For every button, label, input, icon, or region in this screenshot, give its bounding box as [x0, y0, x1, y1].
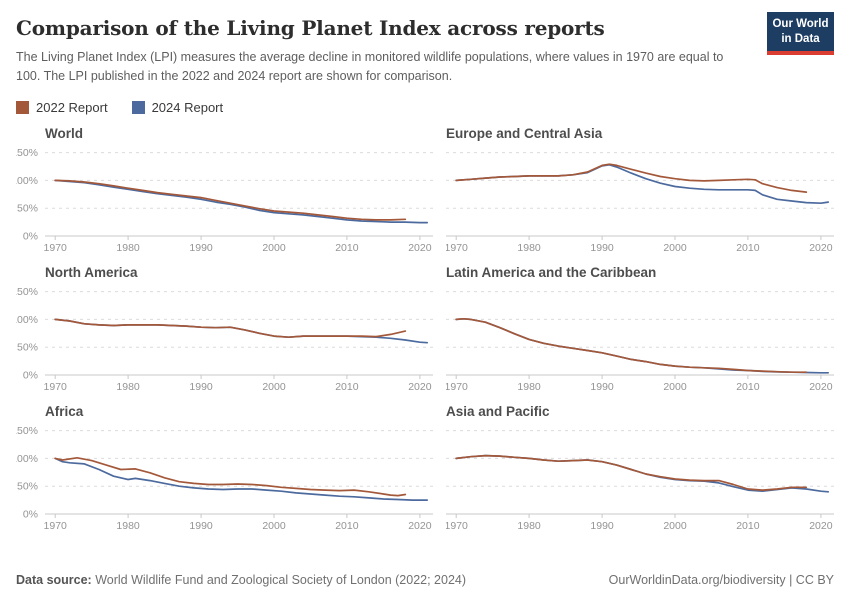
series-line-2022-report	[455, 317, 808, 373]
y-axis-label: 100%	[16, 175, 38, 187]
legend-item-2022: 2022 Report	[16, 100, 108, 115]
y-axis-label: 50%	[17, 202, 38, 214]
x-axis-label: 1980	[116, 242, 140, 254]
x-axis-label: 2010	[736, 520, 760, 532]
series-line-2024-report	[455, 317, 830, 374]
legend: 2022 Report 2024 Report	[16, 100, 834, 115]
x-axis-label: 2010	[736, 242, 760, 254]
x-axis-label: 1980	[116, 520, 140, 532]
x-axis-label: 2000	[663, 381, 687, 393]
y-axis-label: 100%	[16, 453, 38, 465]
x-axis-label: 2020	[809, 381, 833, 393]
legend-item-2024: 2024 Report	[131, 99, 224, 115]
x-axis-label: 2000	[262, 381, 286, 393]
legend-label-2024: 2024 Report	[151, 99, 224, 115]
y-axis-label: 50%	[17, 341, 38, 353]
series-line-2024-report	[455, 163, 830, 204]
x-axis-label: 2010	[335, 520, 359, 532]
x-axis-label: 1990	[189, 242, 213, 254]
x-axis-label: 1990	[189, 381, 213, 393]
chart-title-north-america: North America	[45, 264, 138, 280]
x-axis-label: 2010	[335, 381, 359, 393]
y-axis-label: 50%	[17, 480, 38, 492]
x-axis-label: 1990	[590, 520, 614, 532]
data-source-text: World Wildlife Fund and Zoological Socie…	[91, 573, 467, 587]
x-axis-label: 2020	[408, 381, 432, 393]
x-axis-label: 1970	[44, 520, 68, 532]
legend-swatch-2024	[131, 100, 145, 114]
chart-subtitle: The Living Planet Index (LPI) measures t…	[16, 50, 724, 84]
series-line-2024-report	[54, 457, 429, 501]
charts-grid: World 0% 50% 100% 150% 1970 1980 1990 2000 2010 2…	[16, 126, 834, 534]
x-axis-label: 1990	[590, 242, 614, 254]
footer-link[interactable]: OurWorldinData.org/biodiversity | CC BY	[608, 573, 834, 587]
x-axis-label: 2000	[663, 520, 687, 532]
y-axis-label: 150%	[16, 286, 38, 298]
x-axis-label: 1980	[116, 381, 140, 393]
series-line-2022-report	[54, 456, 407, 497]
chart-north-america: North America 0% 50% 100% 150% 1970 1980 1990 2…	[16, 265, 433, 395]
x-axis-label: 1970	[44, 242, 68, 254]
x-axis-label: 1980	[517, 242, 541, 254]
chart-title-europe-central-asia: Europe and Central Asia	[446, 125, 603, 141]
chart-canvas-africa: 0% 50% 100% 150% 1970 1980 1990 2000 2010 2020	[16, 425, 433, 532]
owid-logo[interactable]: Our World in Data	[767, 12, 834, 55]
x-axis-label: 1980	[517, 381, 541, 393]
page-title: Comparison of the Living Planet Index ac…	[16, 16, 605, 40]
chart-title-latin-america-caribbean: Latin America and the Caribbean	[446, 264, 657, 280]
chart-asia-pacific: Asia and Pacific 1970 1980 1990 2000 2010 202…	[446, 404, 834, 534]
x-axis-label: 2000	[262, 520, 286, 532]
x-axis-label: 1970	[446, 520, 468, 532]
chart-title-world: World	[45, 125, 83, 141]
series-line-2022-report	[54, 318, 407, 338]
chart-world: World 0% 50% 100% 150% 1970 1980 1990 2000 2010 2…	[16, 126, 433, 256]
y-axis-label: 0%	[23, 508, 38, 520]
series-line-2024-report	[54, 318, 429, 344]
y-axis-label: 150%	[16, 425, 38, 437]
chart-title-africa: Africa	[45, 403, 84, 419]
chart-canvas-asia-pacific: 1970 1980 1990 2000 2010 2020	[446, 429, 834, 532]
x-axis-label: 2020	[809, 520, 833, 532]
x-axis-label: 1990	[590, 381, 614, 393]
data-source-label: Data source:	[16, 573, 92, 587]
x-axis-label: 2020	[408, 242, 432, 254]
owid-logo-line1: Our World	[772, 18, 829, 30]
x-axis-label: 2010	[736, 381, 760, 393]
legend-swatch-2022	[16, 100, 29, 114]
data-source: Data source: World Wildlife Fund and Zoo…	[16, 573, 466, 587]
chart-latin-america-caribbean: Latin America and the Caribbean 1970 1980…	[446, 265, 834, 395]
x-axis-label: 1970	[446, 242, 468, 254]
x-axis-label: 2000	[262, 242, 286, 254]
y-axis-label: 0%	[23, 369, 38, 381]
y-axis-label: 0%	[23, 230, 38, 242]
x-axis-label: 1970	[44, 381, 68, 393]
legend-label-2022: 2022 Report	[36, 99, 108, 115]
owid-logo-line2: in Data	[781, 32, 820, 45]
x-axis-label: 2020	[809, 242, 833, 254]
chart-europe-central-asia: Europe and Central Asia 1970 1980 1990 2000…	[446, 126, 834, 256]
y-axis-label: 100%	[16, 314, 38, 326]
x-axis-label: 1970	[446, 381, 468, 393]
page: Our World in Data Comparison of the Livi…	[16, 12, 834, 534]
x-axis-label: 2020	[408, 520, 432, 532]
footer: Data source: World Wildlife Fund and Zoo…	[16, 573, 834, 587]
chart-title-asia-pacific: Asia and Pacific	[446, 403, 550, 419]
series-line-2024-report	[54, 179, 429, 224]
series-line-2022-report	[455, 454, 808, 491]
x-axis-label: 1980	[517, 520, 541, 532]
x-axis-label: 2000	[663, 242, 687, 254]
chart-africa: Africa 0% 50% 100% 150% 1970 1980 1990 2000 2010…	[16, 404, 433, 534]
series-line-2022-report	[54, 179, 407, 221]
chart-canvas-europe-central-asia: 1970 1980 1990 2000 2010 2020	[446, 151, 834, 254]
chart-canvas-latin-america-caribbean: 1970 1980 1990 2000 2010 2020	[446, 290, 834, 393]
series-line-2022-report	[455, 163, 808, 193]
x-axis-label: 1990	[189, 520, 213, 532]
x-axis-label: 2010	[335, 242, 359, 254]
chart-canvas-world: 0% 50% 100% 150% 1970 1980 1990 2000 2010 2020	[16, 147, 433, 254]
y-axis-label: 150%	[16, 147, 38, 159]
chart-canvas-north-america: 0% 50% 100% 150% 1970 1980 1990 2000 2010 2020	[16, 286, 433, 393]
